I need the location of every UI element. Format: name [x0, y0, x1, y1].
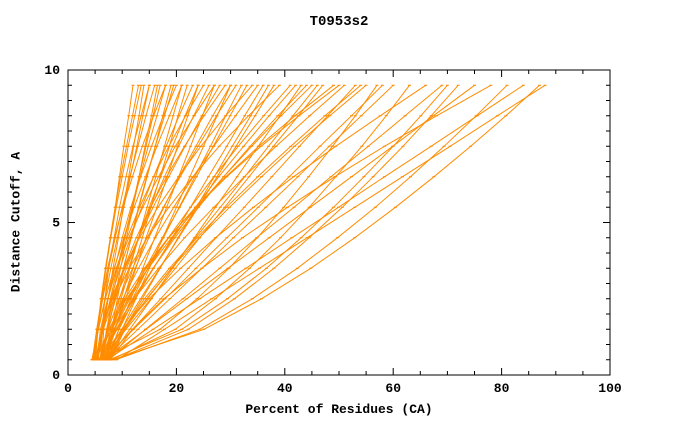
model-curve	[91, 85, 150, 360]
x-tick-label: 40	[277, 381, 293, 396]
model-curve	[97, 84, 280, 360]
model-curve	[103, 84, 307, 360]
model-curve	[102, 85, 275, 361]
y-tick-label: 10	[44, 63, 60, 78]
model-curve	[108, 85, 232, 361]
model-curve	[100, 85, 150, 360]
model-curve	[98, 85, 264, 361]
curve-markers	[115, 84, 547, 361]
x-tick-label: 80	[494, 381, 510, 396]
model-curve	[101, 85, 158, 360]
model-curve	[105, 85, 188, 360]
model-curve	[103, 85, 183, 360]
model-curve	[112, 84, 540, 361]
model-curve	[116, 84, 546, 361]
model-curve	[97, 85, 204, 360]
curve-markers	[110, 84, 541, 361]
model-curve	[113, 84, 459, 361]
y-axis-label: Distance Cutoff, A	[8, 151, 24, 293]
chart-title: T0953s2	[309, 14, 369, 30]
model-curve	[115, 84, 508, 361]
x-tick-label: 60	[385, 381, 401, 396]
x-tick-label: 100	[598, 381, 622, 396]
model-curve	[94, 85, 248, 361]
model-curve	[106, 84, 524, 361]
model-curve	[99, 85, 237, 360]
x-tick-label: 0	[64, 381, 72, 396]
model-curve	[104, 84, 475, 361]
model-curve	[96, 85, 215, 360]
y-tick-label: 5	[52, 216, 60, 231]
curve-markers	[112, 84, 460, 361]
model-curve	[108, 85, 302, 361]
curve-markers	[101, 84, 384, 361]
model-curve	[100, 85, 259, 360]
model-curve	[107, 85, 175, 360]
x-tick-label: 20	[169, 381, 185, 396]
model-curve	[105, 84, 394, 361]
model-curve	[108, 84, 443, 361]
model-curve	[96, 84, 253, 360]
model-curve	[109, 84, 448, 361]
model-curve	[102, 84, 426, 361]
model-curve	[102, 84, 291, 360]
model-curve	[101, 85, 177, 360]
model-curve	[108, 84, 362, 361]
curve-markers	[105, 84, 525, 361]
x-axis-label: Percent of Residues (CA)	[245, 402, 433, 417]
model-curve	[102, 84, 383, 361]
curve-markers	[107, 84, 449, 361]
y-tick-label: 0	[52, 368, 60, 383]
model-curve	[104, 84, 356, 361]
model-curve	[98, 84, 345, 361]
curve-markers	[108, 84, 493, 361]
model-curve	[94, 85, 142, 360]
model-curve	[111, 84, 410, 361]
model-curve	[100, 85, 378, 361]
model-curve	[102, 85, 226, 360]
model-curve	[103, 84, 340, 360]
model-curve	[109, 84, 492, 361]
